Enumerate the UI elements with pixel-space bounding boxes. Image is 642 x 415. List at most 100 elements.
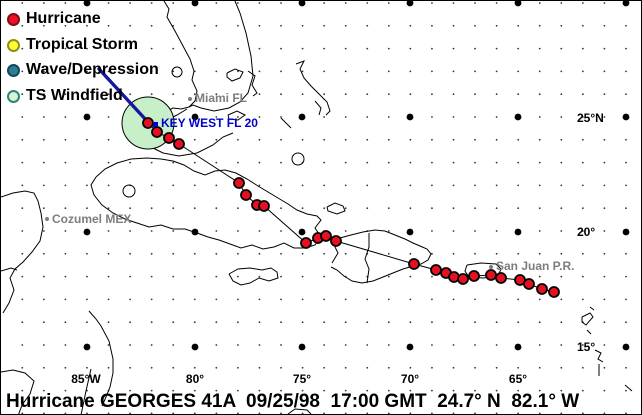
hurricane-track-point[interactable] [300, 237, 312, 249]
lon-label: 65° [508, 372, 528, 386]
grid-dot [172, 93, 175, 96]
grid-dot [560, 93, 563, 96]
grid-dot [474, 252, 476, 255]
grid-dot [431, 93, 433, 96]
grid-dot [237, 70, 239, 73]
hurricane-track-point[interactable] [240, 189, 252, 201]
grid-dot [387, 93, 390, 96]
grid-dot [42, 93, 45, 96]
grid-dot [193, 47, 196, 50]
grid-dot [215, 252, 218, 255]
grid-dot [21, 47, 24, 50]
grid-dot [150, 207, 153, 210]
grid-dot [107, 207, 110, 210]
grid-major-dot [622, 228, 630, 236]
grid-dot [517, 252, 520, 255]
grid-dot [452, 321, 455, 324]
coastline-bottom-left-coast [1, 369, 35, 414]
hurricane-track-point[interactable] [495, 272, 507, 284]
grid-dot [538, 47, 541, 50]
grid-dot [129, 2, 132, 4]
grid-dot [323, 412, 326, 414]
grid-dot [452, 389, 455, 392]
grid-dot [560, 47, 563, 50]
grid-dot [323, 389, 326, 392]
grid-dot [517, 389, 520, 392]
grid-dot [21, 230, 24, 232]
current-position-marker [153, 122, 158, 127]
grid-dot [625, 321, 627, 324]
grid-dot [280, 252, 282, 255]
hurricane-track-point[interactable] [548, 286, 560, 298]
grid-dot [301, 93, 304, 96]
grid-dot [258, 93, 261, 96]
grid-dot [603, 2, 606, 4]
grid-dot [21, 412, 24, 414]
grid-dot [86, 207, 88, 210]
grid-dot [431, 138, 433, 141]
grid-dot [150, 24, 153, 27]
grid-dot [215, 230, 218, 232]
hurricane-track-point[interactable] [523, 278, 535, 290]
hurricane-track-point[interactable] [320, 230, 332, 242]
grid-dot [409, 93, 412, 96]
hurricane-track-point[interactable] [468, 270, 480, 282]
grid-dot [603, 161, 606, 164]
grid-dot [280, 207, 282, 210]
grid-dot [172, 298, 175, 301]
wave-depression-point-icon [7, 63, 20, 77]
legend-label-ts-windfield: TS Windfield [26, 87, 123, 104]
hurricane-track-point[interactable] [430, 264, 442, 276]
grid-dot [107, 252, 110, 255]
grid-dot [603, 47, 606, 50]
grid-dot [495, 389, 498, 392]
hurricane-track-point[interactable] [408, 258, 420, 270]
hurricane-track-point[interactable] [330, 235, 342, 247]
hurricane-track-point[interactable] [233, 177, 245, 189]
grid-dot [387, 298, 390, 301]
hurricane-track-point[interactable] [151, 126, 163, 138]
grid-dot [129, 230, 132, 232]
hurricane-track-point[interactable] [485, 269, 497, 281]
grid-dot [258, 2, 261, 4]
hurricane-track-point[interactable] [142, 117, 154, 129]
grid-dot [215, 389, 218, 392]
hurricane-track-point[interactable] [536, 283, 548, 295]
grid-dot [409, 184, 412, 187]
grid-dot [193, 389, 196, 392]
grid-dot [150, 321, 153, 324]
grid-dot [452, 93, 455, 96]
grid-dot [474, 24, 476, 27]
grid-dot [495, 47, 498, 50]
grid-dot [42, 207, 45, 210]
grid-dot [603, 252, 606, 255]
grid-dot [323, 93, 326, 96]
hurricane-track-point[interactable] [173, 138, 185, 150]
grid-dot [560, 230, 563, 232]
grid-dot [42, 366, 45, 369]
hurricane-track-point[interactable] [163, 132, 175, 144]
grid-major-dot [406, 343, 414, 351]
grid-dot [237, 93, 239, 96]
grid-dot [215, 298, 218, 301]
grid-dot [280, 321, 282, 324]
hurricane-track-point[interactable] [258, 200, 270, 212]
grid-dot [431, 321, 433, 324]
grid-dot [193, 275, 196, 278]
grid-dot [366, 344, 369, 346]
grid-dot [366, 24, 369, 27]
place-marker [489, 265, 493, 269]
grid-dot [107, 230, 110, 232]
grid-dot [387, 389, 390, 392]
hurricane-track-point[interactable] [457, 273, 469, 285]
grid-dot [387, 161, 390, 164]
grid-dot [474, 321, 476, 324]
grid-dot [150, 344, 153, 346]
grid-dot [344, 2, 347, 4]
grid-dot [237, 47, 239, 50]
grid-dot [581, 389, 584, 392]
grid-dot [344, 47, 347, 50]
grid-dot [625, 184, 627, 187]
